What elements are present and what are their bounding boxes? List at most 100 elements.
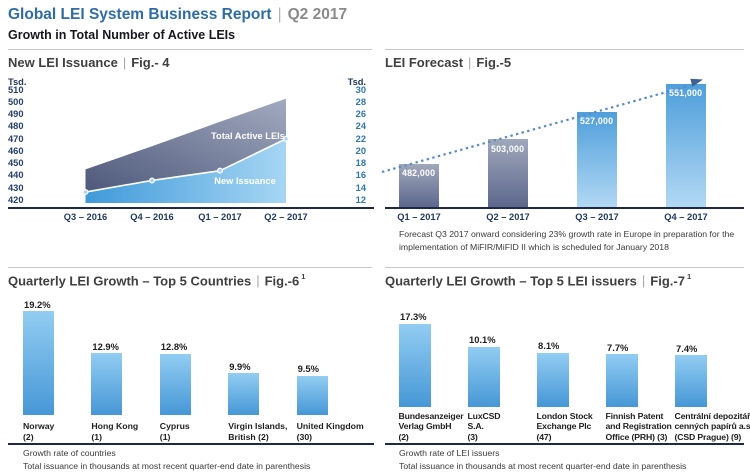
fig4-fig-label: Fig.- 4 — [131, 55, 170, 70]
fig6-baseline-rule — [8, 443, 374, 445]
separator-mid-right — [385, 267, 744, 268]
growth-bar-category: Hong Kong — [91, 420, 139, 431]
fig4-right-tick: 16 — [355, 170, 366, 181]
fig4-left-axis-unit: Tsd. — [8, 77, 27, 87]
growth-bar-category: and Registration — [605, 421, 672, 432]
fig4-left-tick: 450 — [8, 158, 24, 169]
fig4-left-tick: 480 — [8, 121, 24, 132]
fig7-footnote-line1: Growth rate of LEI issuers — [399, 448, 500, 458]
fig4-x-label: Q3 – 2016 — [63, 212, 108, 222]
fig5-x-label: Q3 – 2017 — [575, 212, 619, 222]
fig4-right-axis-unit: Tsd. — [347, 77, 366, 87]
title-pipe: | — [641, 273, 646, 289]
growth-bar-value: 17.3% — [400, 311, 427, 323]
fig7-fig-label: Fig.-7 — [650, 273, 685, 289]
fig4-left-tick: 430 — [8, 182, 24, 193]
growth-bar-category: United Kingdom — [296, 420, 364, 431]
fig7-baseline-rule — [385, 443, 744, 445]
growth-bar-value: 9.9% — [229, 360, 251, 372]
fig4-title: New LEI Issuance — [8, 55, 118, 70]
growth-bar-value: 10.1% — [469, 334, 496, 346]
forecast-bar-value: 482,000 — [402, 168, 436, 179]
growth-bar-category: Verlag GmbH — [398, 421, 452, 432]
growth-bar — [468, 346, 500, 408]
fig4-right-tick: 30 — [355, 84, 366, 95]
growth-bar-category: LuxCSD — [467, 410, 501, 421]
fig5-title: LEI Forecast — [385, 55, 464, 70]
forecast-bar-value: 503,000 — [491, 143, 525, 154]
fig7-section-title: Quarterly LEI Growth – Top 5 LEI issuers… — [385, 272, 692, 289]
growth-bar — [23, 311, 54, 415]
header-separator: | — [277, 6, 282, 23]
fig4-left-tick: 440 — [8, 170, 24, 181]
growth-bar — [91, 353, 123, 415]
forecast-bar-value: 527,000 — [580, 116, 614, 126]
fig5-x-label: Q4 – 2017 — [664, 212, 708, 222]
fig4-left-tick: 420 — [8, 194, 24, 205]
fig5-x-label: Q1 – 2017 — [397, 212, 441, 222]
growth-bar-category: Finnish Patent — [605, 410, 664, 421]
report-period: Q2 2017 — [287, 6, 348, 23]
growth-bar-value: 12.8% — [160, 341, 188, 353]
fig4-right-tick: 28 — [355, 97, 366, 108]
report-title: Global LEI System Business Report — [8, 6, 272, 23]
fig6-footnote-ref: 1 — [301, 272, 306, 281]
fig5-x-label: Q2 – 2017 — [486, 212, 530, 222]
growth-bar-category: (1) — [159, 431, 171, 442]
growth-bar-category: Cyprus — [159, 420, 190, 431]
fig4-left-tick: 460 — [8, 145, 24, 156]
growth-bar — [537, 352, 569, 408]
fig5-axis-line — [385, 207, 744, 209]
fig6-footnote-line1: Growth rate of countries — [23, 448, 116, 458]
growth-bar-category: (2) — [398, 432, 409, 443]
growth-bar-category: (CSD Prague) (9) — [674, 432, 742, 443]
growth-bar — [228, 373, 260, 415]
forecast-bar — [666, 83, 706, 208]
growth-bar-value: 7.7% — [607, 341, 629, 353]
growth-bar — [296, 375, 328, 415]
growth-bar-value: 12.9% — [92, 340, 119, 352]
growth-bar-category: British (2) — [228, 431, 269, 442]
separator-top-left — [8, 49, 372, 50]
fig7-title: Quarterly LEI Growth – Top 5 LEI issuers — [385, 273, 637, 289]
title-pipe: | — [256, 273, 260, 289]
fig6-footnote-line2: Total issuance in thousands at most rece… — [23, 461, 311, 471]
fig5-footnote-line1: Forecast Q3 2017 onward considering 23% … — [399, 229, 735, 239]
growth-bar-category: Office (PRH) (3) — [605, 432, 668, 443]
fig5-footnote-line2: implementation of MiFIR/MiFID II which i… — [399, 242, 669, 252]
growth-bar-category: (2) — [23, 431, 34, 442]
fig4-right-tick: 18 — [355, 158, 366, 169]
growth-bar-category: Exchange Plc — [536, 421, 592, 432]
fig4-x-label: Q1 – 2017 — [198, 212, 242, 222]
fig5-section-title: LEI Forecast | Fig.-5 — [385, 55, 511, 70]
fig4-x-label: Q2 – 2017 — [264, 212, 308, 222]
separator-mid-left — [8, 267, 372, 268]
fig7-footnote-ref: 1 — [686, 272, 692, 281]
fig4-right-tick: 26 — [355, 109, 366, 120]
growth-bar-value: 19.2% — [24, 298, 51, 310]
growth-bar — [399, 323, 431, 408]
fig4-axis-line — [8, 207, 374, 209]
growth-bar-category: Centrální depozitář — [674, 410, 750, 421]
growth-bar — [606, 354, 638, 408]
separator-top-right — [385, 49, 744, 50]
growth-bar-value: 7.4% — [676, 342, 698, 354]
growth-bar-category: Norway — [23, 420, 55, 431]
fig4-left-tick: 470 — [8, 133, 24, 144]
growth-bar-category: cenných papírů a.s. — [674, 421, 750, 432]
fig7-footnote-line2: Total issuance in thousands at most rece… — [399, 461, 687, 471]
fig4-x-label: Q4 – 2016 — [130, 212, 174, 222]
fig4-right-tick: 24 — [355, 121, 366, 132]
fig4-right-tick: 14 — [355, 182, 366, 193]
fig4-left-tick: 500 — [8, 97, 24, 108]
growth-bar-value: 9.5% — [297, 363, 319, 375]
growth-bar-category: Virgin Islands, — [228, 420, 288, 431]
fig4-right-tick: 20 — [355, 145, 366, 156]
growth-bar-value: 8.1% — [538, 340, 560, 352]
title-pipe: | — [468, 55, 472, 70]
fig4-series-label-total: Total Active LEIs — [211, 131, 285, 141]
fig6-fig-label: Fig.-6 — [264, 273, 300, 289]
title-pipe: | — [122, 55, 127, 70]
fig6-section-title: Quarterly LEI Growth – Top 5 Countries | F… — [8, 272, 306, 289]
